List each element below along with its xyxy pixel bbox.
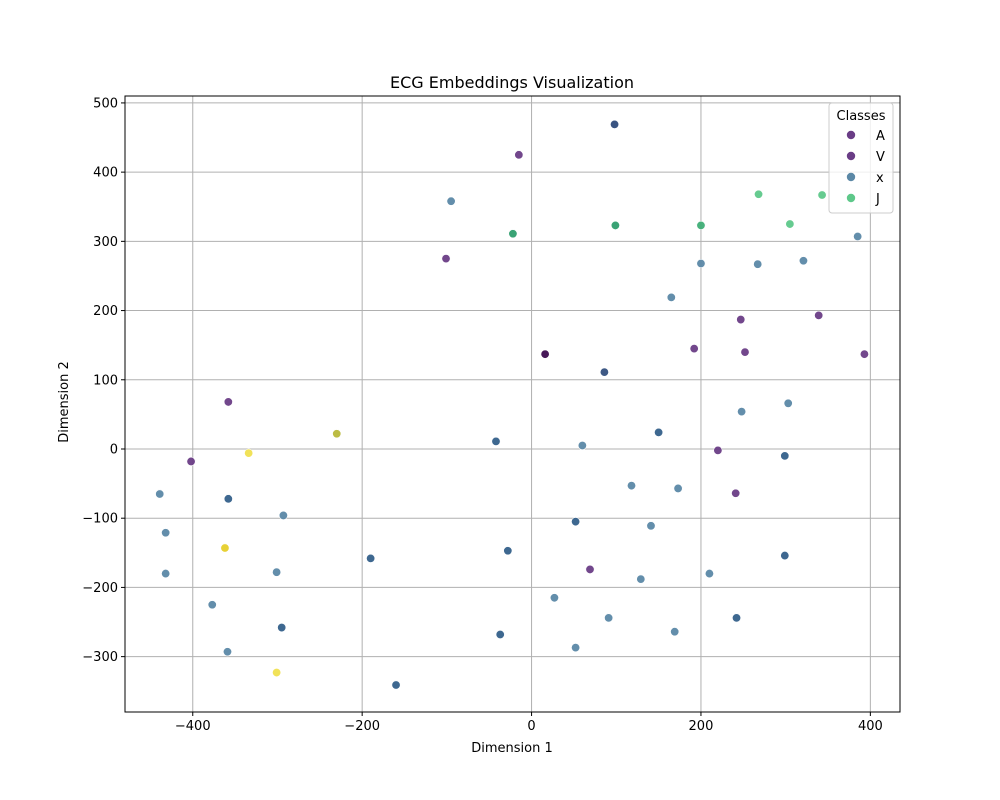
data-point xyxy=(814,310,824,320)
x-axis-label: Dimension 1 xyxy=(471,741,553,756)
data-point xyxy=(753,259,763,269)
data-point xyxy=(780,551,790,561)
y-tick-label: 200 xyxy=(93,304,118,319)
data-point xyxy=(732,613,742,623)
data-point xyxy=(853,232,863,242)
data-point xyxy=(278,510,288,520)
data-point xyxy=(503,546,513,556)
data-point xyxy=(585,564,595,574)
x-tick-label: 400 xyxy=(858,719,883,734)
plot-frame xyxy=(124,95,901,713)
data-point xyxy=(704,569,714,579)
data-point xyxy=(636,574,646,584)
data-point xyxy=(571,517,581,527)
data-point xyxy=(673,483,683,493)
data-point xyxy=(666,292,676,302)
data-point xyxy=(222,647,232,657)
data-point xyxy=(514,150,524,160)
data-point xyxy=(446,196,456,206)
legend-label: x xyxy=(876,171,884,186)
chart-title: ECG Embeddings Visualization xyxy=(390,73,634,92)
data-point xyxy=(599,367,609,377)
data-point xyxy=(577,441,587,451)
data-point xyxy=(391,680,401,690)
y-tick-label: −300 xyxy=(82,650,118,665)
x-tick-label: 0 xyxy=(527,719,535,734)
y-tick-label: 400 xyxy=(93,166,118,181)
legend-marker xyxy=(846,151,856,161)
data-point xyxy=(366,553,376,563)
data-point xyxy=(220,543,230,553)
data-point xyxy=(549,593,559,603)
y-tick-label: 100 xyxy=(93,373,118,388)
data-point xyxy=(610,220,620,230)
legend-marker xyxy=(846,193,856,203)
data-point xyxy=(332,429,342,439)
x-axis-ticks: −400 −200 0 200 400 xyxy=(175,712,883,734)
data-point xyxy=(571,643,581,653)
y-tick-label: −100 xyxy=(82,512,118,527)
data-point xyxy=(244,448,254,458)
data-point xyxy=(272,668,282,678)
data-point xyxy=(223,494,233,504)
data-point xyxy=(736,315,746,325)
data-point xyxy=(785,219,795,229)
data-point xyxy=(654,427,664,437)
data-point xyxy=(627,481,637,491)
legend-marker xyxy=(846,172,856,182)
x-tick-label: −400 xyxy=(175,719,211,734)
data-points xyxy=(155,119,869,690)
data-point xyxy=(186,456,196,466)
data-point xyxy=(798,256,808,266)
data-point xyxy=(817,190,827,200)
data-point xyxy=(441,254,451,264)
data-point xyxy=(731,488,741,498)
data-point xyxy=(737,407,747,417)
legend-label: A xyxy=(876,129,885,144)
data-point xyxy=(754,189,764,199)
data-point xyxy=(604,613,614,623)
data-point xyxy=(696,220,706,230)
grid-lines xyxy=(125,96,900,712)
data-point xyxy=(277,623,287,633)
y-tick-label: 300 xyxy=(93,235,118,250)
x-tick-label: 200 xyxy=(689,719,714,734)
x-tick-label: −200 xyxy=(344,719,380,734)
legend-box xyxy=(828,102,894,214)
data-point xyxy=(646,521,656,531)
y-axis-label: Dimension 2 xyxy=(57,361,72,443)
data-point xyxy=(540,349,550,359)
legend-title: Classes xyxy=(837,109,886,124)
data-point xyxy=(161,569,171,579)
legend-label: V xyxy=(876,150,885,165)
data-point xyxy=(495,629,505,639)
y-tick-label: 0 xyxy=(110,442,118,457)
data-point xyxy=(783,398,793,408)
data-point xyxy=(610,119,620,129)
data-point xyxy=(491,436,501,446)
y-tick-label: 500 xyxy=(93,96,118,111)
data-point xyxy=(689,344,699,354)
data-point xyxy=(859,349,869,359)
data-point xyxy=(272,567,282,577)
y-axis-ticks: −300 −200 −100 0 100 200 300 400 500 xyxy=(82,96,125,665)
data-point xyxy=(670,627,680,637)
data-point xyxy=(508,229,518,239)
data-point xyxy=(740,347,750,357)
legend-marker xyxy=(846,130,856,140)
data-point xyxy=(223,397,233,407)
data-point xyxy=(713,445,723,455)
legend-label: J xyxy=(875,192,880,207)
data-point xyxy=(155,489,165,499)
data-point xyxy=(161,528,171,538)
data-point xyxy=(696,258,706,268)
y-tick-label: −200 xyxy=(82,581,118,596)
data-point xyxy=(207,600,217,610)
data-point xyxy=(780,451,790,461)
